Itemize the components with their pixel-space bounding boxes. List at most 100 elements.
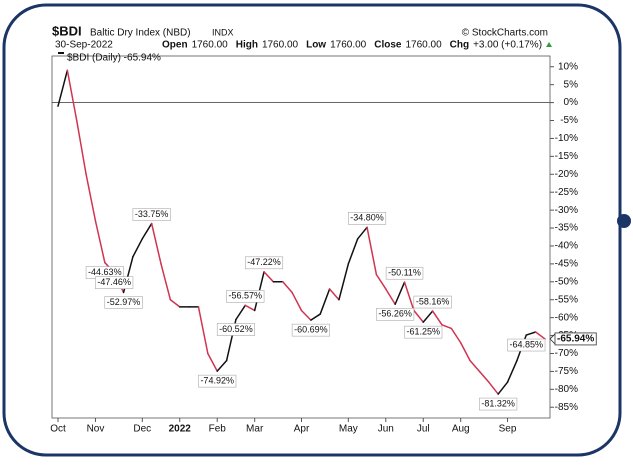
data-label: -52.97% (104, 296, 143, 309)
quote-value: 1760.00 (262, 40, 299, 51)
symbol: $BDI (52, 23, 82, 38)
line-segment (431, 310, 443, 326)
line-segment (197, 306, 209, 355)
data-label-text: -47.22% (247, 257, 281, 267)
line-segment (216, 359, 228, 372)
line-segment (141, 222, 153, 240)
line-segment (450, 327, 462, 344)
line-segment (478, 370, 490, 383)
data-label-text: -60.52% (219, 324, 253, 334)
line-segment (328, 288, 340, 301)
line-segment (413, 309, 424, 323)
line-segment (422, 310, 434, 323)
line-segment (160, 263, 172, 301)
x-tick-label: Oct (50, 424, 66, 435)
x-tick-label: Jun (378, 424, 394, 435)
quote-value: 1760.00 (192, 40, 229, 51)
y-tick-label: -50% (555, 276, 578, 287)
line-segment (291, 291, 303, 312)
credit: © StockCharts.com (462, 28, 548, 39)
y-tick-label: 0% (564, 97, 579, 108)
frame (2, 3, 622, 457)
y-tick-label: -55% (555, 294, 578, 305)
line-segment (244, 304, 256, 312)
plot: 10% 5% 0% -5% -10% -15% -20% -25% -30% -35% -40% -4… (50, 61, 597, 435)
data-label-box (348, 212, 387, 225)
data-label-box (216, 323, 255, 336)
line-segment (347, 238, 359, 265)
line-segment (94, 220, 106, 264)
data-label-text: -60.69% (294, 324, 328, 334)
line-segment (394, 281, 406, 305)
y-tick-label: -35% (555, 223, 578, 234)
data-label-text: -56.26% (378, 309, 412, 319)
y-tick-label: -5% (560, 115, 578, 126)
last-value-text: -65.94% (557, 334, 594, 345)
line-segment (57, 69, 69, 107)
line-segment (75, 119, 87, 176)
data-label-text: -52.97% (107, 297, 141, 307)
line-segment (150, 222, 162, 265)
line-segment (488, 381, 499, 395)
data-label-box (507, 338, 546, 352)
quote-label: Open (162, 40, 188, 51)
line-segment (338, 263, 350, 301)
x-tick-label: Aug (452, 424, 470, 435)
y-tick-label: -15% (555, 151, 578, 162)
quote-value: +3.00 (+0.17%) (473, 40, 542, 51)
data-label-text: -50.11% (388, 268, 421, 278)
index-name: Baltic Dry Index (NBD) (90, 28, 191, 39)
line-segment (85, 173, 97, 222)
line-segment (534, 331, 546, 340)
y-tick-label: -45% (555, 259, 578, 270)
line-segment (366, 226, 378, 276)
y-tick-label: -75% (555, 366, 578, 377)
x-tick-label: Apr (294, 424, 310, 435)
y-tick-label: -60% (555, 312, 578, 323)
last-value-pointer (549, 333, 556, 345)
line-segment (282, 281, 293, 294)
x-tick-label: Jul (417, 424, 430, 435)
change-arrow (546, 42, 553, 47)
data-label-text: -56.57% (229, 291, 263, 301)
data-label: -47.22% (245, 256, 284, 270)
data-label-box (245, 256, 284, 270)
data-label: -74.92% (198, 374, 237, 388)
data-label-box (385, 266, 424, 280)
line-segment (319, 288, 331, 315)
data-label-text: -33.75% (135, 209, 169, 219)
quote-label: Low (306, 40, 326, 51)
data-label-text: -44.63% (88, 267, 122, 277)
data-label-box (104, 296, 143, 309)
data-label-box (198, 374, 237, 388)
exchange: INDX (212, 27, 234, 37)
data-label-box (226, 290, 265, 303)
data-label: -33.75% (132, 208, 171, 221)
y-tick-label: -30% (555, 205, 578, 216)
data-label-text: -74.92% (200, 375, 234, 385)
data-label: -60.69% (291, 323, 330, 337)
line-segment (235, 304, 247, 321)
y-tick-label: -80% (555, 384, 578, 395)
quote-label: Close (374, 40, 402, 51)
line-segment (506, 359, 518, 383)
data-label: -58.16% (413, 295, 452, 309)
line-segment (403, 281, 415, 312)
line-segment (132, 238, 144, 258)
x-tick-label: Feb (209, 424, 227, 435)
x-tick-label: May (339, 424, 358, 435)
x-tick-label: Dec (133, 424, 151, 435)
quote-value: 1760.00 (330, 40, 367, 51)
data-label-text: -81.32% (481, 398, 515, 408)
line-segment (169, 298, 181, 308)
data-label-box (95, 276, 134, 289)
data-label: -56.57% (226, 290, 265, 303)
data-label-box (291, 323, 330, 337)
line-segment (441, 324, 453, 330)
line-segment (310, 313, 321, 321)
legend: $BDI (Daily) -65.94% (67, 53, 161, 64)
y-tick-label: -70% (555, 348, 578, 359)
data-label-box (132, 208, 171, 221)
